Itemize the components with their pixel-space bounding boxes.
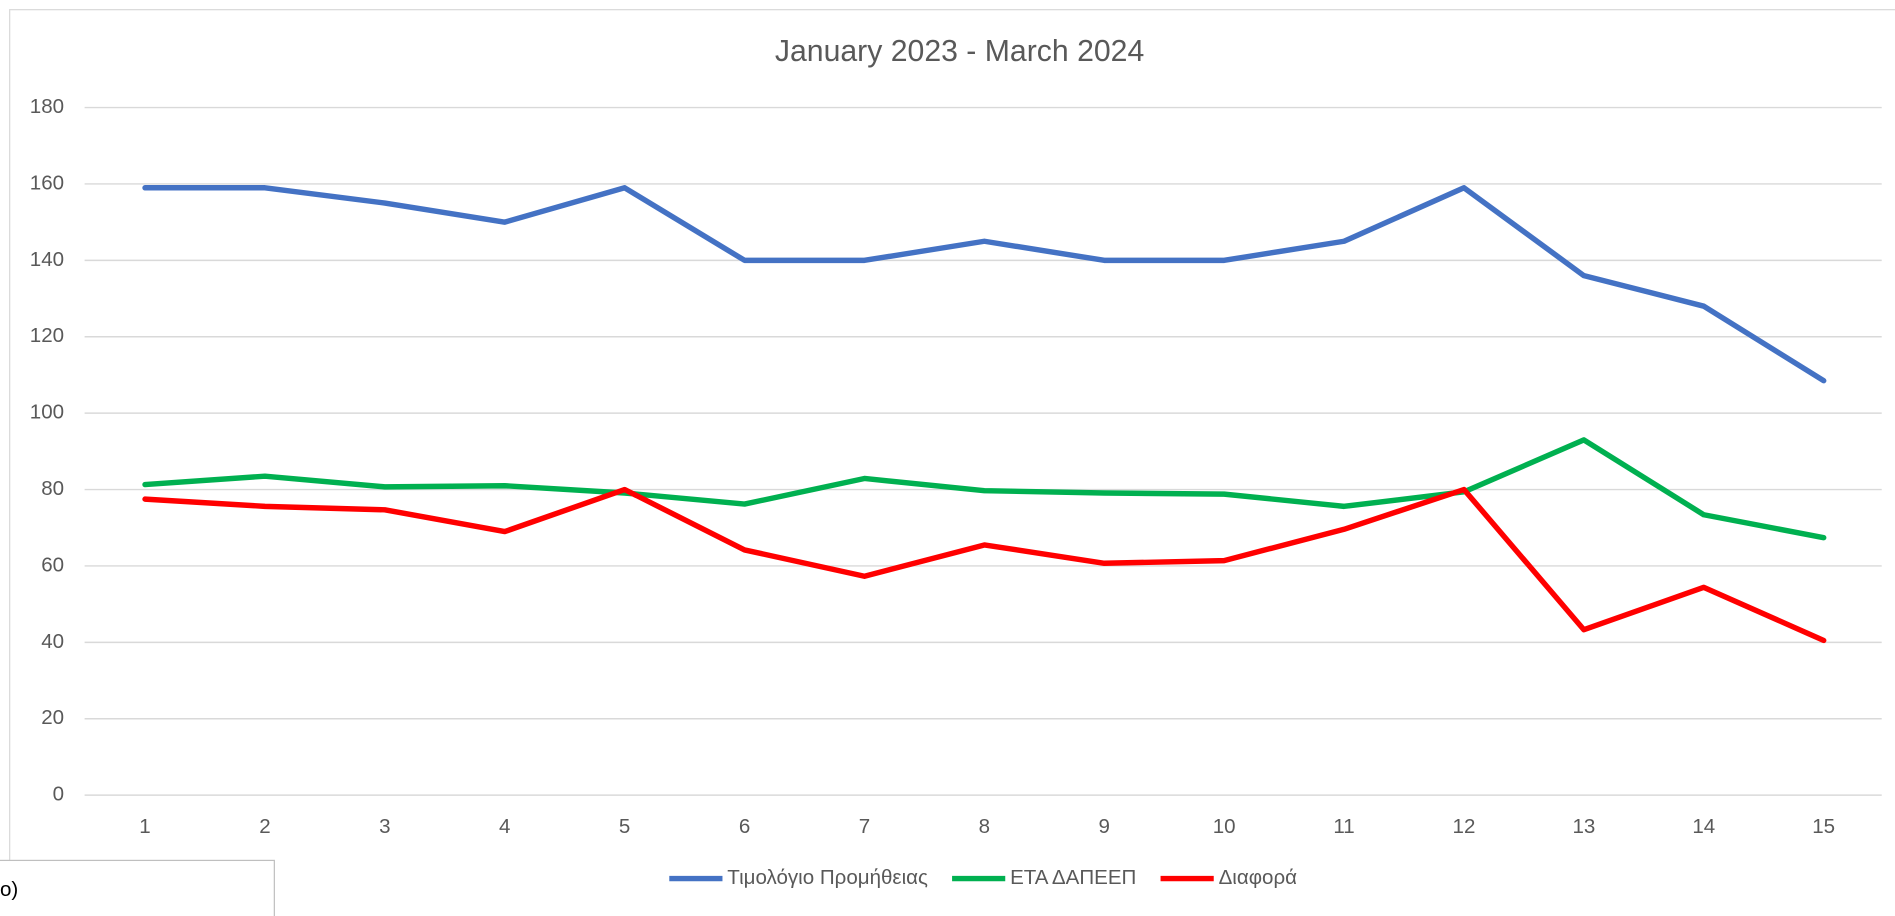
y-tick-label: 160 [30, 171, 64, 194]
y-tick-label: 140 [30, 248, 64, 271]
x-tick-label: 9 [1099, 815, 1110, 838]
x-tick-label: 5 [619, 815, 630, 838]
x-tick-label: 11 [1333, 815, 1354, 838]
cell-text: o) [0, 878, 18, 901]
x-tick-label: 1 [139, 815, 150, 838]
legend-label: Διαφορά [1219, 866, 1298, 889]
y-tick-label: 180 [30, 95, 64, 118]
x-tick-label: 15 [1812, 815, 1835, 838]
x-tick-label: 3 [379, 815, 390, 838]
x-tick-label: 7 [859, 815, 870, 838]
x-tick-label: 8 [979, 815, 990, 838]
x-tick-label: 10 [1213, 815, 1236, 838]
series-line [142, 486, 1827, 644]
x-tick-label: 12 [1453, 815, 1476, 838]
x-tick-label: 14 [1692, 815, 1715, 838]
y-tick-label: 0 [53, 783, 64, 806]
legend-label: ΕΤΑ ΔΑΠΕΕΠ [1010, 866, 1136, 889]
y-tick-label: 120 [30, 324, 64, 347]
x-tick-label: 13 [1572, 815, 1595, 838]
y-tick-label: 20 [41, 706, 64, 729]
cell-box [0, 859, 275, 916]
x-tick-label: 6 [739, 815, 750, 838]
legend-label: Τιμολόγιο Προμήθειας [727, 866, 928, 889]
y-tick-label: 100 [30, 401, 64, 424]
y-tick-label: 40 [41, 630, 64, 653]
y-tick-label: 80 [41, 477, 64, 500]
chart-border [9, 9, 1895, 916]
series-line [142, 437, 1827, 541]
x-tick-label: 4 [499, 815, 510, 838]
chart-title: January 2023 - March 2024 [775, 35, 1144, 68]
series-line [142, 185, 1827, 384]
x-tick-label: 2 [259, 815, 270, 838]
y-tick-label: 60 [41, 553, 64, 576]
